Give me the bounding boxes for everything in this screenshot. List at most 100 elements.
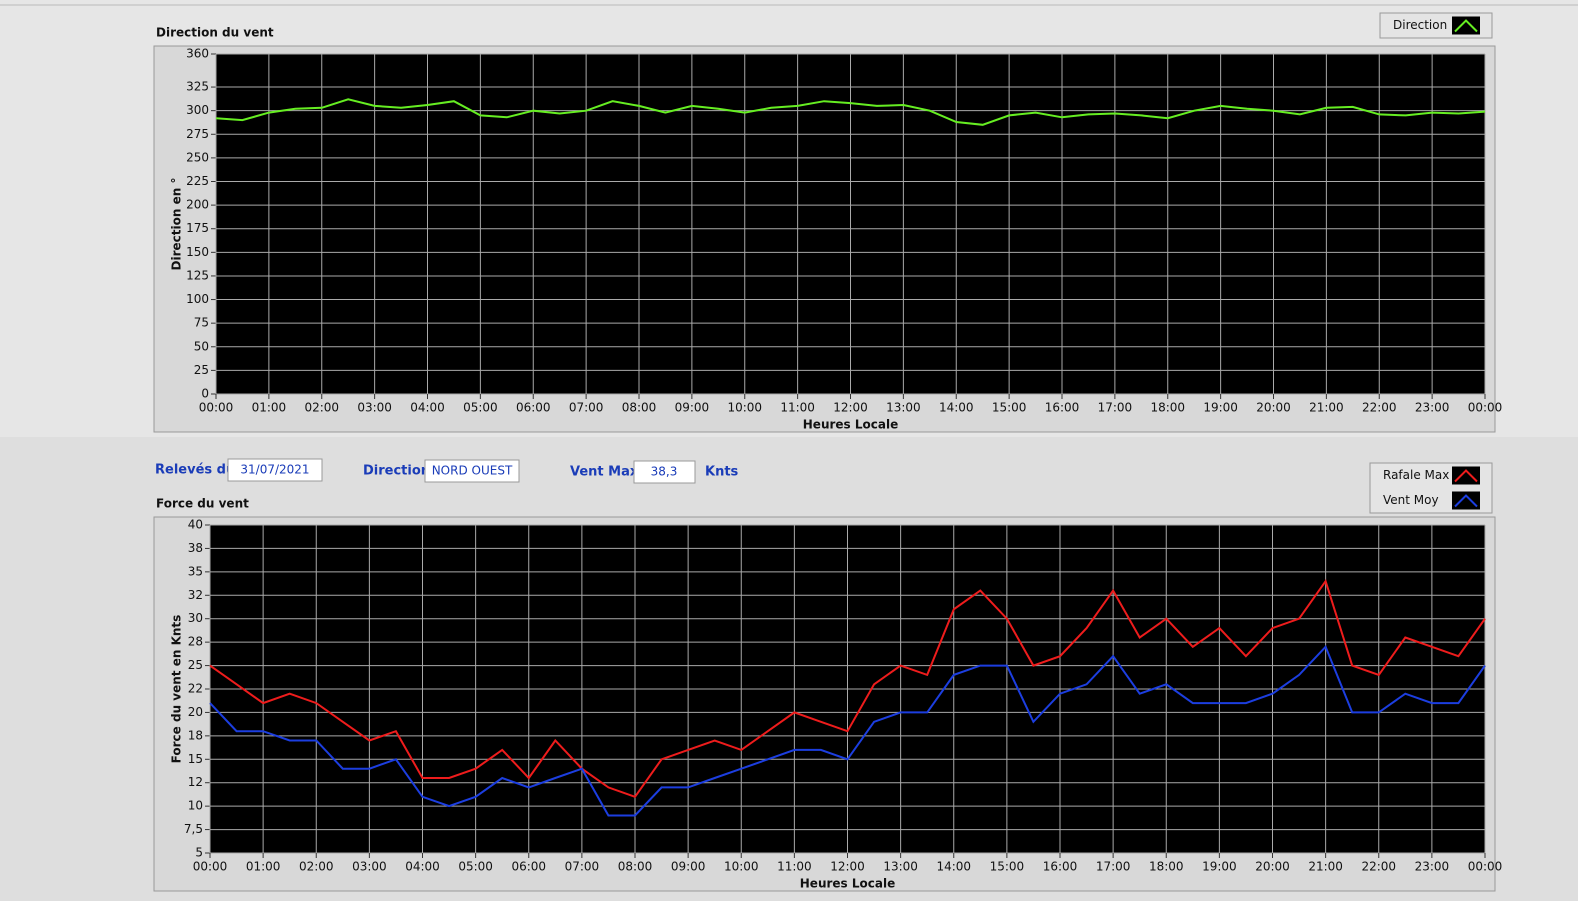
y-tick-label: 25 — [188, 658, 203, 672]
x-tick-label: 06:00 — [511, 860, 546, 874]
legend-label: Vent Moy — [1383, 493, 1439, 507]
x-tick-label: 11:00 — [777, 860, 812, 874]
x-tick-label: 05:00 — [458, 860, 493, 874]
x-tick-label: 07:00 — [565, 860, 600, 874]
x-tick-label: 13:00 — [883, 860, 918, 874]
x-tick-label: 21:00 — [1308, 860, 1343, 874]
y-tick-label: 30 — [188, 611, 203, 625]
max-unit: Knts — [705, 465, 739, 480]
legend-label: Direction — [1393, 18, 1447, 32]
y-tick-label: 28 — [188, 635, 203, 649]
x-tick-label: 02:00 — [304, 401, 339, 415]
y-tick-label: 32 — [188, 588, 203, 602]
x-tick-label: 21:00 — [1309, 401, 1344, 415]
x-tick-label: 17:00 — [1098, 401, 1133, 415]
x-tick-label: 01:00 — [246, 860, 281, 874]
x-tick-label: 18:00 — [1150, 401, 1185, 415]
y-axis-label: Force du vent en Knts — [170, 615, 184, 764]
x-tick-label: 22:00 — [1362, 401, 1397, 415]
x-tick-label: 00:00 — [199, 401, 234, 415]
x-tick-label: 18:00 — [1149, 860, 1184, 874]
legend-swatch-bg — [1452, 16, 1480, 35]
x-tick-label: 09:00 — [675, 401, 710, 415]
x-tick-label: 10:00 — [724, 860, 759, 874]
x-tick-label: 14:00 — [936, 860, 971, 874]
x-tick-label: 13:00 — [886, 401, 921, 415]
x-tick-label: 00:00 — [1468, 401, 1503, 415]
x-tick-label: 15:00 — [992, 401, 1027, 415]
y-tick-label: 250 — [186, 150, 209, 164]
y-tick-label: 225 — [186, 174, 209, 188]
x-tick-label: 03:00 — [357, 401, 392, 415]
y-tick-label: 40 — [188, 518, 203, 532]
y-tick-label: 5 — [195, 846, 203, 860]
x-tick-label: 15:00 — [990, 860, 1025, 874]
date-field[interactable] — [227, 458, 323, 482]
series-line — [215, 98, 1486, 126]
y-tick-label: 18 — [188, 728, 203, 742]
series-line — [209, 644, 1486, 817]
y-tick-label: 25 — [194, 363, 209, 377]
y-tick-label: 175 — [186, 221, 209, 235]
chart-title: Force du vent — [156, 497, 249, 511]
y-tick-label: 75 — [194, 316, 209, 330]
x-tick-label: 03:00 — [352, 860, 387, 874]
y-tick-label: 35 — [188, 564, 203, 578]
x-tick-label: 04:00 — [405, 860, 440, 874]
y-tick-label: 360 — [186, 47, 209, 61]
x-tick-label: 16:00 — [1043, 860, 1078, 874]
max-label: Vent Max — [570, 465, 639, 480]
y-tick-label: 10 — [188, 799, 203, 813]
y-tick-label: 38 — [188, 541, 203, 555]
x-tick-label: 08:00 — [622, 401, 657, 415]
x-tick-label: 19:00 — [1203, 401, 1238, 415]
x-tick-label: 04:00 — [410, 401, 445, 415]
x-tick-label: 09:00 — [671, 860, 706, 874]
x-tick-label: 05:00 — [463, 401, 498, 415]
x-tick-label: 12:00 — [833, 401, 868, 415]
x-tick-label: 07:00 — [569, 401, 604, 415]
x-tick-label: 23:00 — [1415, 860, 1450, 874]
x-axis-label: Heures Locale — [803, 418, 898, 432]
y-tick-label: 150 — [186, 245, 209, 259]
x-tick-label: 22:00 — [1361, 860, 1396, 874]
x-tick-label: 00:00 — [193, 860, 228, 874]
legend-swatch — [1454, 19, 1478, 33]
x-tick-label: 06:00 — [516, 401, 551, 415]
x-tick-label: 02:00 — [299, 860, 334, 874]
x-tick-label: 17:00 — [1096, 860, 1131, 874]
y-tick-label: 100 — [186, 292, 209, 306]
direction-label: Direction — [363, 464, 430, 479]
legend-swatch-bg — [1452, 466, 1480, 485]
y-tick-label: 50 — [194, 339, 209, 353]
x-tick-label: 20:00 — [1256, 401, 1291, 415]
x-tick-label: 20:00 — [1255, 860, 1290, 874]
direction-field[interactable] — [424, 459, 520, 483]
x-tick-label: 08:00 — [618, 860, 653, 874]
date-value: 31/07/2021 — [240, 463, 309, 477]
series-line — [209, 578, 1486, 798]
y-tick-label: 22 — [188, 682, 203, 696]
max-field[interactable] — [633, 460, 696, 484]
y-tick-label: 20 — [188, 705, 203, 719]
legend-swatch — [1454, 469, 1478, 483]
direction-value: NORD OUEST — [432, 464, 513, 478]
y-tick-label: 0 — [201, 387, 209, 401]
chart-title: Direction du vent — [156, 26, 274, 40]
legend-swatch-bg — [1452, 491, 1480, 510]
legend-label: Rafale Max — [1383, 468, 1449, 482]
y-tick-label: 275 — [186, 127, 209, 141]
y-axis-label: Direction en ° — [170, 178, 184, 271]
max-value: 38,3 — [651, 465, 678, 479]
y-tick-label: 15 — [188, 752, 203, 766]
y-tick-label: 12 — [188, 775, 203, 789]
y-tick-label: 125 — [186, 268, 209, 282]
x-tick-label: 23:00 — [1415, 401, 1450, 415]
y-tick-label: 200 — [186, 198, 209, 212]
y-tick-label: 325 — [186, 80, 209, 94]
legend-swatch — [1454, 494, 1478, 508]
x-tick-label: 16:00 — [1045, 401, 1080, 415]
x-axis-label: Heures Locale — [800, 877, 895, 891]
x-tick-label: 12:00 — [830, 860, 865, 874]
